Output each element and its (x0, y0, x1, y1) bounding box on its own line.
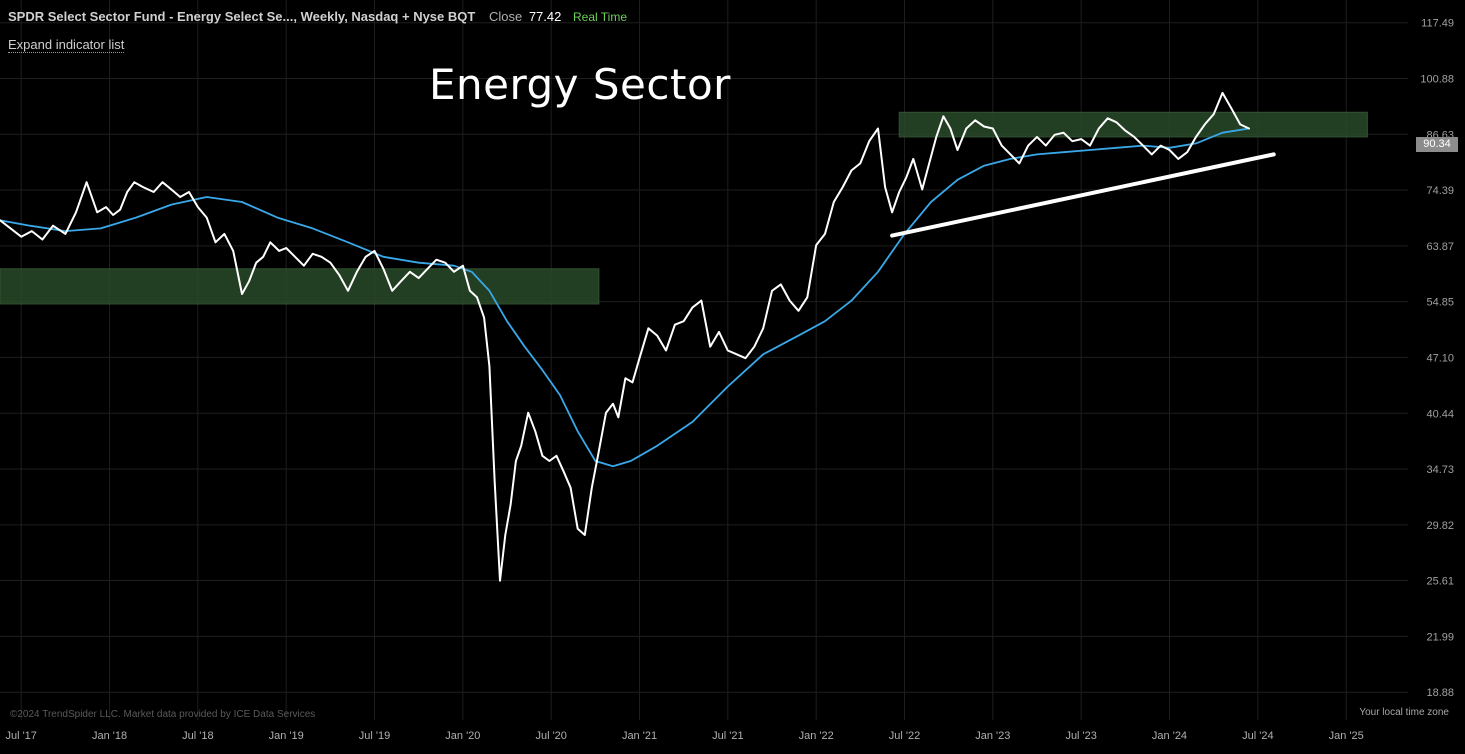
x-tick-label: Jan '24 (1152, 730, 1187, 742)
x-tick-label: Jan '19 (269, 730, 304, 742)
chart-header: SPDR Select Sector Fund - Energy Select … (8, 9, 627, 24)
x-tick-label: Jul '24 (1242, 730, 1273, 742)
price-line (0, 91, 1250, 582)
y-tick-label: 74.39 (1426, 185, 1454, 197)
moving-average-line (0, 127, 1250, 468)
y-tick-label: 54.85 (1426, 297, 1454, 309)
y-tick-label: 100.88 (1420, 74, 1454, 86)
trendline (890, 152, 1276, 238)
x-tick-label: Jan '25 (1329, 730, 1364, 742)
realtime-label: Real Time (573, 10, 628, 24)
x-tick-label: Jul '18 (182, 730, 213, 742)
x-tick-label: Jan '20 (445, 730, 480, 742)
close-label: Close (488, 9, 523, 24)
annotation-title: Energy Sector (429, 60, 731, 109)
timezone-label: Your local time zone (1359, 707, 1449, 718)
expand-indicator-list-link[interactable]: Expand indicator list (8, 37, 125, 53)
zone-rect (898, 111, 1368, 138)
y-tick-label: 40.44 (1426, 408, 1454, 420)
x-tick-label: Jul '23 (1065, 730, 1096, 742)
last-price-badge: 90.34 (1416, 137, 1458, 152)
y-tick-label: 34.73 (1426, 464, 1454, 476)
x-tick-label: Jan '18 (92, 730, 127, 742)
y-tick-label: 47.10 (1426, 352, 1454, 364)
instrument-name: SPDR Select Sector Fund - Energy Select … (8, 9, 476, 24)
close-value: 77.42 (528, 9, 562, 24)
x-tick-label: Jul '22 (889, 730, 920, 742)
y-tick-label: 29.82 (1426, 520, 1454, 532)
x-tick-label: Jul '21 (712, 730, 743, 742)
y-tick-label: 63.87 (1426, 241, 1454, 253)
copyright-text: ©2024 TrendSpider LLC. Market data provi… (10, 709, 316, 720)
x-tick-label: Jan '22 (799, 730, 834, 742)
y-tick-label: 18.88 (1426, 687, 1454, 699)
y-tick-label: 117.49 (1421, 18, 1454, 30)
x-tick-label: Jul '20 (535, 730, 566, 742)
x-tick-label: Jul '17 (5, 730, 36, 742)
y-tick-label: 25.61 (1426, 576, 1454, 588)
x-tick-label: Jul '19 (359, 730, 390, 742)
y-tick-label: 21.99 (1426, 631, 1454, 643)
zone-rect (0, 268, 600, 305)
x-tick-label: Jan '21 (622, 730, 657, 742)
x-tick-label: Jan '23 (975, 730, 1010, 742)
